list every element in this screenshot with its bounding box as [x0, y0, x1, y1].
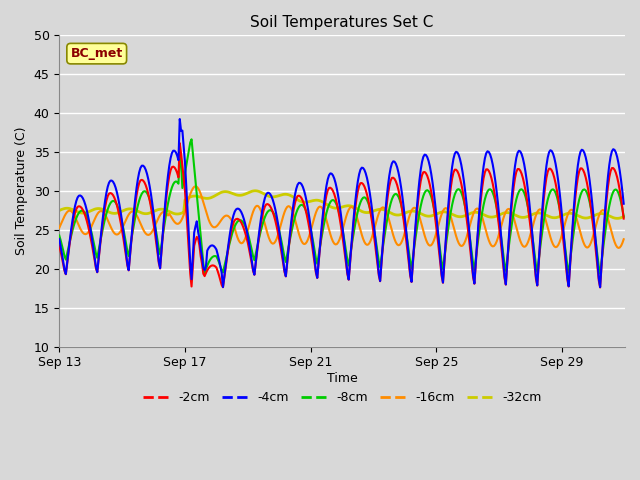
- -8cm: [596, 271, 604, 276]
- -32cm: [503, 210, 511, 216]
- -32cm: [620, 214, 628, 219]
- -16cm: [503, 207, 511, 213]
- -8cm: [99, 228, 106, 233]
- -2cm: [56, 243, 63, 249]
- -2cm: [503, 263, 511, 268]
- -2cm: [99, 222, 106, 228]
- -8cm: [620, 214, 628, 219]
- -8cm: [503, 257, 511, 263]
- Line: -8cm: -8cm: [60, 139, 624, 274]
- -4cm: [492, 179, 499, 184]
- -32cm: [252, 188, 260, 193]
- -4cm: [448, 164, 456, 169]
- -2cm: [620, 216, 628, 221]
- -8cm: [492, 199, 499, 204]
- -16cm: [574, 220, 582, 226]
- -32cm: [99, 206, 106, 212]
- -2cm: [384, 192, 392, 197]
- -32cm: [56, 208, 63, 214]
- -4cm: [596, 284, 604, 290]
- -16cm: [492, 241, 499, 247]
- -8cm: [574, 203, 582, 209]
- -16cm: [56, 225, 63, 231]
- Text: BC_met: BC_met: [70, 47, 123, 60]
- -8cm: [188, 136, 195, 142]
- -4cm: [384, 183, 392, 189]
- -2cm: [176, 140, 184, 146]
- -4cm: [574, 163, 582, 168]
- X-axis label: Time: Time: [327, 372, 358, 385]
- -16cm: [191, 183, 199, 189]
- -4cm: [99, 218, 106, 224]
- -2cm: [574, 175, 582, 180]
- Y-axis label: Soil Temperature (C): Soil Temperature (C): [15, 127, 28, 255]
- -16cm: [620, 236, 628, 242]
- -32cm: [613, 216, 621, 221]
- -16cm: [448, 218, 456, 224]
- -32cm: [574, 213, 582, 218]
- -8cm: [56, 233, 63, 239]
- -32cm: [492, 214, 499, 219]
- -8cm: [384, 212, 392, 218]
- -32cm: [384, 209, 392, 215]
- -8cm: [448, 202, 456, 208]
- Line: -32cm: -32cm: [60, 191, 624, 218]
- -16cm: [614, 245, 622, 251]
- Line: -2cm: -2cm: [60, 143, 624, 288]
- -32cm: [448, 211, 456, 217]
- -4cm: [503, 261, 511, 266]
- -2cm: [448, 176, 456, 181]
- Line: -16cm: -16cm: [60, 186, 624, 248]
- Title: Soil Temperatures Set C: Soil Temperatures Set C: [250, 15, 434, 30]
- -4cm: [56, 236, 63, 242]
- -4cm: [620, 201, 628, 206]
- -16cm: [384, 213, 392, 219]
- -2cm: [596, 285, 604, 290]
- -4cm: [176, 116, 184, 122]
- Line: -4cm: -4cm: [60, 119, 624, 287]
- Legend: -2cm, -4cm, -8cm, -16cm, -32cm: -2cm, -4cm, -8cm, -16cm, -32cm: [138, 386, 547, 409]
- -16cm: [99, 209, 106, 215]
- -2cm: [492, 196, 499, 202]
